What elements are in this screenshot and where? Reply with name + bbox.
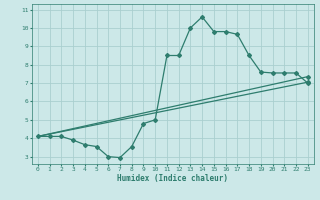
X-axis label: Humidex (Indice chaleur): Humidex (Indice chaleur) — [117, 174, 228, 183]
